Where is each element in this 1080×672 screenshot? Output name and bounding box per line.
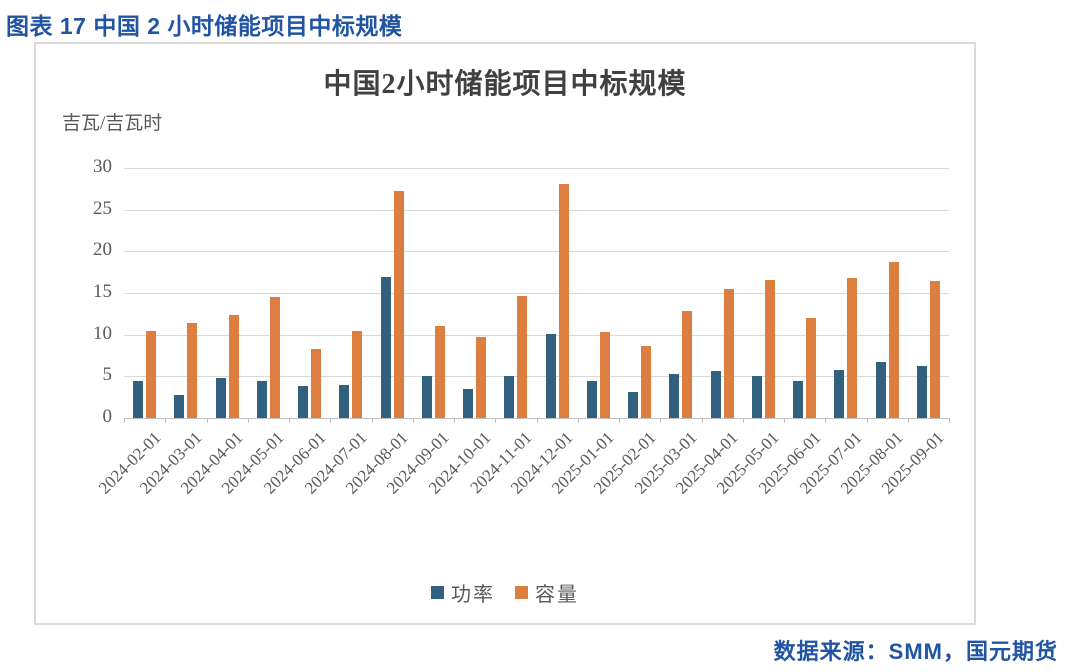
bar-power — [133, 380, 144, 418]
gridline — [124, 209, 949, 211]
data-source: 数据来源：SMM，国元期货 — [773, 639, 1058, 664]
x-axis-tick — [577, 418, 579, 423]
bar-power — [751, 375, 762, 418]
x-axis-tick — [619, 418, 620, 423]
bar-capacity — [393, 190, 404, 418]
bar-capacity — [311, 348, 322, 418]
legend-swatch-icon — [515, 586, 528, 599]
bar-power — [339, 384, 350, 418]
x-axis-tick — [454, 418, 455, 423]
legend-swatch-icon — [431, 586, 444, 599]
bar-power — [174, 394, 185, 418]
bar-capacity — [599, 332, 610, 418]
bar-capacity — [888, 262, 899, 418]
bar-power — [215, 378, 226, 418]
legend-label: 容量 — [535, 584, 579, 606]
bar-power — [298, 385, 309, 418]
bar-capacity — [476, 337, 487, 418]
x-axis-tick — [371, 418, 373, 423]
bar-power — [834, 369, 845, 418]
bar-capacity — [146, 330, 157, 418]
y-tick-label: 0 — [102, 406, 113, 428]
legend-label: 功率 — [451, 584, 495, 606]
x-axis-tick — [165, 418, 167, 423]
x-axis-tick — [825, 418, 827, 423]
x-axis-tick — [495, 418, 497, 423]
bar-capacity — [187, 323, 198, 418]
bar-capacity — [517, 296, 528, 418]
x-axis-tick — [784, 418, 785, 423]
x-axis-tick — [866, 418, 868, 423]
y-tick-label: 15 — [93, 281, 112, 303]
gridline — [124, 168, 949, 169]
x-axis-tick — [907, 418, 909, 423]
bar-capacity — [558, 183, 569, 418]
chart-title: 中国2小时储能项目中标规模 — [323, 69, 687, 100]
bar-power — [793, 380, 804, 418]
bar-power — [421, 375, 432, 418]
y-tick-label: 20 — [93, 239, 112, 261]
bar-capacity — [723, 288, 734, 418]
x-axis-tick — [247, 418, 249, 423]
figure-caption: 图表 17 中国 2 小时储能项目中标规模 — [6, 13, 403, 39]
bar-power — [463, 388, 474, 418]
x-axis-tick — [949, 418, 950, 423]
bar-power — [545, 333, 556, 418]
bar-capacity — [269, 297, 280, 418]
bar-capacity — [228, 314, 239, 418]
bar-capacity — [764, 279, 775, 418]
plot-area: 0 5 10 15 20 25 30 2024-02-01 2024-03-01 2024-04-… — [93, 156, 950, 498]
bar-capacity — [682, 310, 693, 418]
x-axis-tick — [330, 418, 332, 423]
x-axis-tick — [742, 418, 744, 423]
gridline — [124, 251, 949, 253]
gridline — [124, 293, 949, 294]
gridline — [124, 376, 949, 378]
y-tick-label: 10 — [93, 322, 112, 344]
legend-item-capacity: 容量 — [515, 578, 579, 607]
bar-capacity — [806, 318, 817, 418]
bar-power — [256, 381, 267, 418]
x-axis-tick — [660, 418, 662, 423]
x-axis-tick — [289, 418, 290, 423]
y-tick-label: 5 — [102, 364, 113, 386]
bar-capacity — [352, 331, 363, 418]
x-axis-tick — [206, 418, 208, 423]
x-axis-tick — [701, 418, 703, 423]
bar-power — [875, 362, 886, 418]
gridline — [124, 334, 949, 336]
x-axis-tick — [536, 418, 538, 423]
x-axis-tick — [124, 418, 125, 423]
bar-capacity — [434, 325, 445, 418]
y-tick-label: 25 — [93, 197, 112, 219]
bar-power — [916, 365, 927, 418]
bar-power — [628, 392, 639, 418]
chart-container: 中国2小时储能项目中标规模 吉瓦/吉瓦时 0 5 10 15 20 25 30 2024-02… — [34, 42, 976, 625]
chart-legend: 功率 容量 — [36, 578, 974, 607]
bar-capacity — [847, 278, 858, 418]
bar-capacity — [929, 281, 940, 418]
legend-item-power: 功率 — [431, 578, 495, 607]
x-axis-tick — [412, 418, 414, 423]
bar-power — [504, 376, 515, 418]
bar-power — [586, 380, 597, 418]
bar-power — [710, 371, 721, 418]
bar-power — [380, 277, 391, 418]
y-tick-label: 30 — [93, 156, 112, 178]
bar-power — [669, 373, 680, 418]
y-axis-unit-label: 吉瓦/吉瓦时 — [62, 113, 163, 134]
bar-capacity — [641, 346, 652, 418]
